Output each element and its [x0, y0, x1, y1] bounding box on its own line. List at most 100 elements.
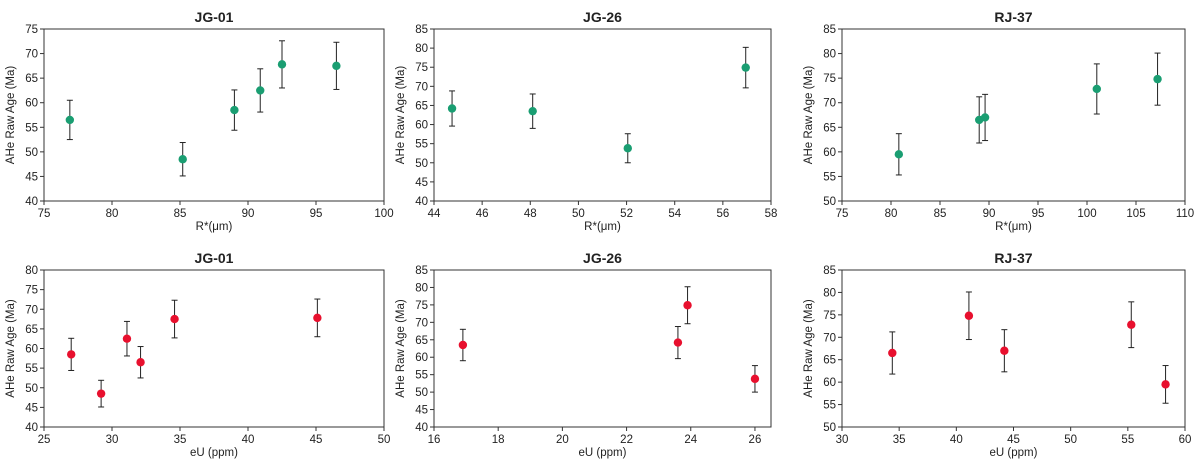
y-tick-label: 75: [415, 300, 428, 312]
y-tick-label: 55: [415, 370, 428, 382]
x-tick-label: 45: [310, 434, 323, 446]
chart-panel-2: JG-26 44 46 48 50 52 54 56 58 40 45 50 55 60 65 70 75 80 8…: [395, 9, 777, 233]
data-point: [67, 350, 76, 359]
plot-frame: [841, 269, 1186, 428]
y-tick-label: 60: [415, 120, 428, 132]
x-tick-label: 85: [174, 208, 187, 220]
x-tick-label: 44: [428, 208, 441, 220]
chart-panel-3: RJ-37 75 80 85 90 95 100 105 110 50 55 60 65 70 75 80 85…: [803, 9, 1194, 233]
data-point: [178, 155, 187, 164]
data-point: [888, 348, 897, 358]
data-point: [96, 389, 106, 398]
y-tick-label: 80: [415, 282, 428, 294]
x-tick-label: 75: [38, 208, 51, 220]
y-tick-label: 65: [25, 324, 38, 336]
y-tick-label: 75: [823, 73, 836, 85]
data-point: [332, 61, 341, 71]
y-tick-label: 50: [823, 196, 836, 208]
y-tick-label: 70: [415, 317, 428, 329]
x-axis-label: R*(μm): [584, 221, 621, 233]
y-tick-label: 80: [415, 43, 428, 55]
x-axis-label: R*(μm): [995, 221, 1032, 233]
data-point: [1161, 380, 1170, 389]
y-tick-label: 60: [25, 344, 38, 356]
x-tick-label: 26: [749, 434, 762, 446]
y-tick-label: 75: [415, 62, 428, 74]
chart-title: JG-01: [195, 250, 234, 266]
x-tick-label: 22: [620, 434, 633, 446]
x-tick-label: 95: [1032, 208, 1045, 220]
plot-frame: [43, 28, 385, 202]
x-axis-label: R*(μm): [196, 221, 233, 233]
x-tick-label: 46: [476, 208, 489, 220]
y-tick-label: 55: [415, 139, 428, 151]
plot-frame: [433, 269, 772, 428]
data-point: [980, 113, 990, 122]
x-tick-label: 30: [836, 434, 849, 446]
y-tick-label: 85: [823, 265, 836, 277]
chart-panel-6: RJ-37 30 35 40 45 50 55 60 50 55 60 65 70 75 80 85 eU (p…: [803, 250, 1191, 459]
chart-title: JG-01: [195, 9, 234, 25]
chart-title: RJ-37: [994, 250, 1032, 266]
x-tick-label: 20: [556, 434, 569, 446]
data-point: [1000, 346, 1009, 355]
y-tick-label: 70: [25, 304, 38, 316]
x-tick-label: 18: [492, 434, 505, 446]
x-axis-label: eU (ppm): [579, 447, 627, 459]
y-tick-label: 40: [415, 422, 428, 434]
x-tick-label: 90: [242, 208, 255, 220]
y-tick-label: 85: [415, 265, 428, 277]
x-tick-label: 30: [106, 434, 119, 446]
y-tick-label: 65: [415, 335, 428, 347]
y-tick-label: 70: [823, 332, 836, 344]
chart-title: JG-26: [583, 9, 622, 25]
y-tick-label: 45: [415, 177, 428, 189]
data-point: [256, 86, 265, 95]
plot-frame: [841, 28, 1186, 202]
chart-panel-1: JG-01 75 80 85 90 95 100 40 45 50 55 60 65 70 75 R*(μm)…: [5, 9, 394, 233]
y-tick-label: 55: [823, 171, 836, 183]
data-point: [673, 338, 683, 347]
y-tick-label: 85: [415, 24, 428, 36]
y-tick-label: 60: [823, 147, 836, 159]
y-tick-label: 60: [25, 98, 38, 110]
plot-frame: [433, 28, 772, 202]
y-tick-label: 45: [415, 405, 428, 417]
x-tick-label: 25: [38, 434, 51, 446]
x-tick-label: 85: [934, 208, 947, 220]
y-tick-label: 55: [823, 400, 836, 412]
y-tick-label: 70: [823, 98, 836, 110]
y-tick-label: 50: [823, 422, 836, 434]
x-tick-label: 95: [310, 208, 323, 220]
x-tick-label: 16: [428, 434, 441, 446]
y-axis-label: AHe Raw Age (Ma): [803, 299, 815, 398]
x-tick-label: 50: [1064, 434, 1077, 446]
data-point: [170, 314, 179, 324]
data-point: [964, 311, 974, 320]
x-tick-label: 56: [716, 208, 729, 220]
plot-frame: [43, 269, 385, 428]
data-point: [1153, 74, 1162, 84]
x-tick-label: 45: [1007, 434, 1020, 446]
y-tick-label: 75: [25, 285, 38, 297]
y-axis-label: AHe Raw Age (Ma): [5, 299, 17, 398]
x-tick-label: 100: [374, 208, 393, 220]
y-tick-label: 45: [25, 402, 38, 414]
x-tick-label: 58: [765, 208, 778, 220]
x-axis-label: eU (ppm): [190, 447, 238, 459]
data-point: [1127, 320, 1136, 329]
x-tick-label: 35: [174, 434, 187, 446]
chart-title: RJ-37: [994, 9, 1032, 25]
y-tick-label: 50: [25, 383, 38, 395]
y-axis-label: AHe Raw Age (Ma): [395, 66, 407, 165]
x-tick-label: 40: [242, 434, 255, 446]
y-axis-label: AHe Raw Age (Ma): [803, 66, 815, 165]
y-tick-label: 70: [25, 49, 38, 61]
y-tick-label: 60: [415, 352, 428, 364]
x-tick-label: 35: [893, 434, 906, 446]
x-tick-label: 40: [950, 434, 963, 446]
x-tick-label: 100: [1077, 208, 1096, 220]
x-tick-label: 52: [620, 208, 633, 220]
data-point: [65, 115, 75, 125]
data-point: [528, 106, 537, 116]
